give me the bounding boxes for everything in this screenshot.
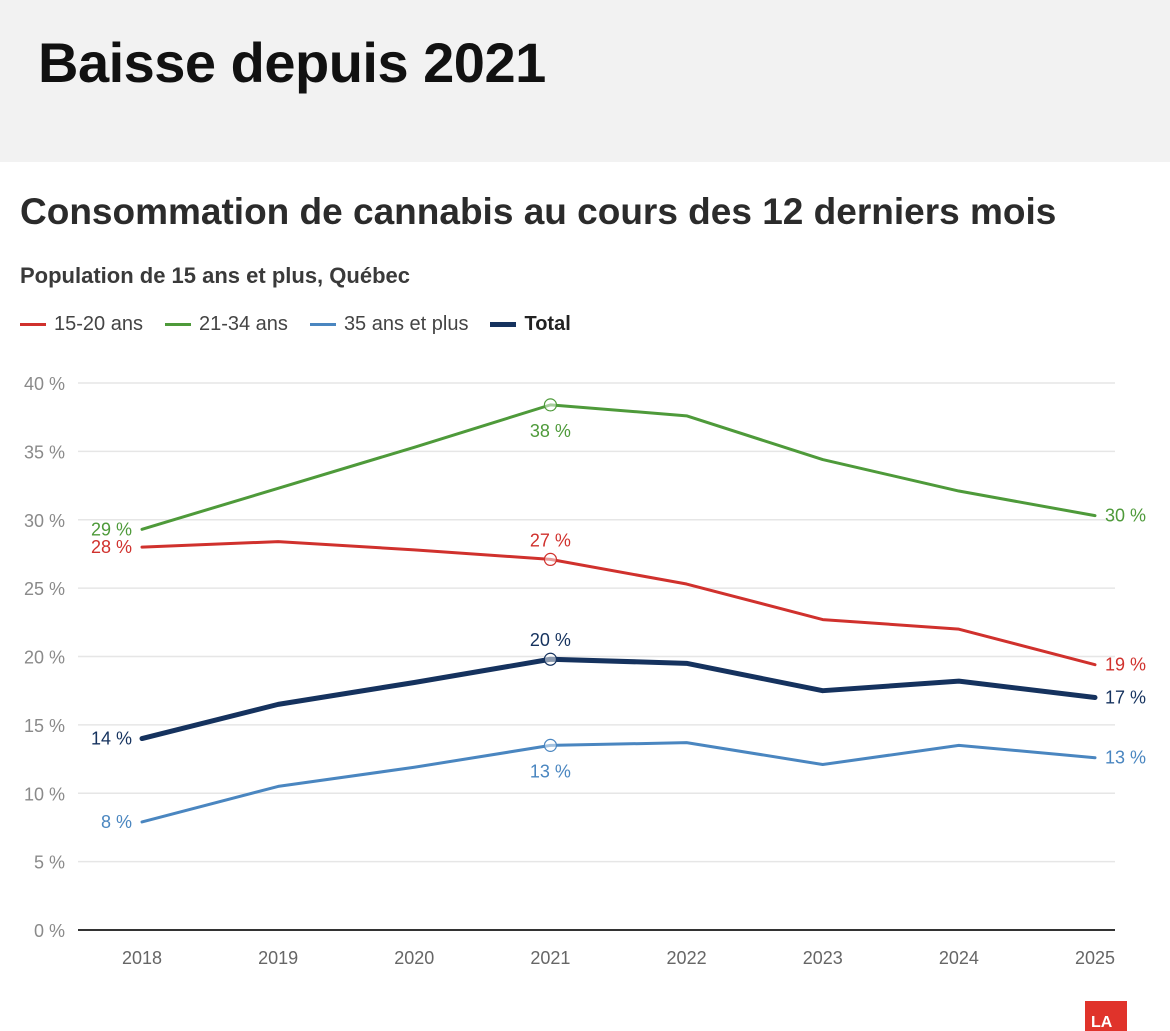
legend-label-15-20: 15-20 ans (54, 313, 143, 335)
chart-subtitle: Population de 15 ans et plus, Québec (20, 263, 410, 288)
x-tick-label: 2024 (939, 948, 979, 968)
legend-item-total: Total (490, 313, 571, 336)
data-label-total: 17 % (1105, 688, 1146, 708)
data-label-s15_20: 28 % (91, 537, 132, 557)
data-label-s35_plus: 13 % (1105, 748, 1146, 768)
y-tick-label: 35 % (24, 442, 65, 462)
series-layer (139, 398, 1098, 824)
legend-swatch-21-34 (164, 323, 191, 326)
highlight-marker-total (543, 652, 558, 666)
series-line-s15_20 (140, 540, 1097, 667)
series-line-s35_plus (140, 741, 1097, 824)
series-line-s21_34 (140, 403, 1097, 531)
y-tick-label: 40 % (24, 374, 65, 394)
data-label-total: 20 % (530, 630, 571, 650)
x-tick-label: 2025 (1075, 948, 1115, 968)
x-tick-label: 2018 (122, 948, 162, 968)
label-layer: 28 % 27 % 19 % 29 % 38 % 30 % 8 % 13 % 13 % 14 % 2… (91, 421, 1146, 832)
legend-swatch-total (490, 322, 517, 327)
legend-swatch-15-20 (20, 323, 46, 326)
chart-title: Consommation de cannabis au cours des 12… (20, 191, 1057, 232)
y-tick-label: 20 % (24, 648, 65, 668)
y-tick-label: 5 % (34, 853, 65, 873)
data-label-s15_20: 19 % (1105, 655, 1146, 675)
data-label-s15_20: 27 % (530, 530, 571, 550)
x-tick-label: 2022 (667, 948, 707, 968)
data-label-s21_34: 30 % (1105, 506, 1146, 526)
data-label-s21_34: 38 % (530, 421, 571, 441)
x-tick-label: 2020 (394, 948, 434, 968)
highlight-marker-s15_20 (543, 552, 558, 567)
series-line-total (139, 656, 1098, 742)
brand-logo-badge: LA (1085, 1001, 1127, 1031)
legend-item-21-34: 21-34 ans (164, 313, 288, 336)
y-tick-label: 30 % (24, 511, 65, 531)
grid-layer (78, 382, 1115, 931)
data-label-total: 14 % (91, 729, 132, 749)
y-tick-label: 15 % (24, 716, 65, 736)
chart-legend: 15-20 ans 21-34 ans 35 ans et plus Total (20, 313, 571, 336)
data-label-s21_34: 29 % (91, 519, 132, 539)
legend-swatch-35-plus (309, 323, 336, 326)
legend-label-total: Total (524, 313, 571, 335)
legend-item-15-20: 15-20 ans (20, 313, 143, 336)
legend-label-35-plus: 35 ans et plus (343, 313, 469, 335)
y-tick-label: 25 % (24, 579, 65, 599)
data-label-s35_plus: 13 % (530, 761, 571, 781)
legend-item-35-plus: 35 ans et plus (309, 313, 469, 336)
legend-label-21-34: 21-34 ans (198, 313, 288, 335)
x-tick-label: 2023 (803, 948, 843, 968)
highlight-marker-s35_plus (543, 738, 558, 752)
x-tick-label: 2019 (258, 948, 298, 968)
y-tick-label: 0 % (34, 921, 65, 941)
page-headline: Baisse depuis 2021 (38, 31, 546, 94)
y-tick-label: 10 % (24, 784, 65, 804)
axis-layer: 0 % 5 % 10 % 15 % 20 % 25 % 30 % 35 % 40 % 2018 20… (24, 374, 1115, 968)
highlight-marker-s21_34 (543, 398, 558, 412)
data-label-s35_plus: 8 % (101, 812, 132, 832)
x-tick-label: 2021 (530, 948, 570, 968)
header-band (0, 0, 1170, 162)
